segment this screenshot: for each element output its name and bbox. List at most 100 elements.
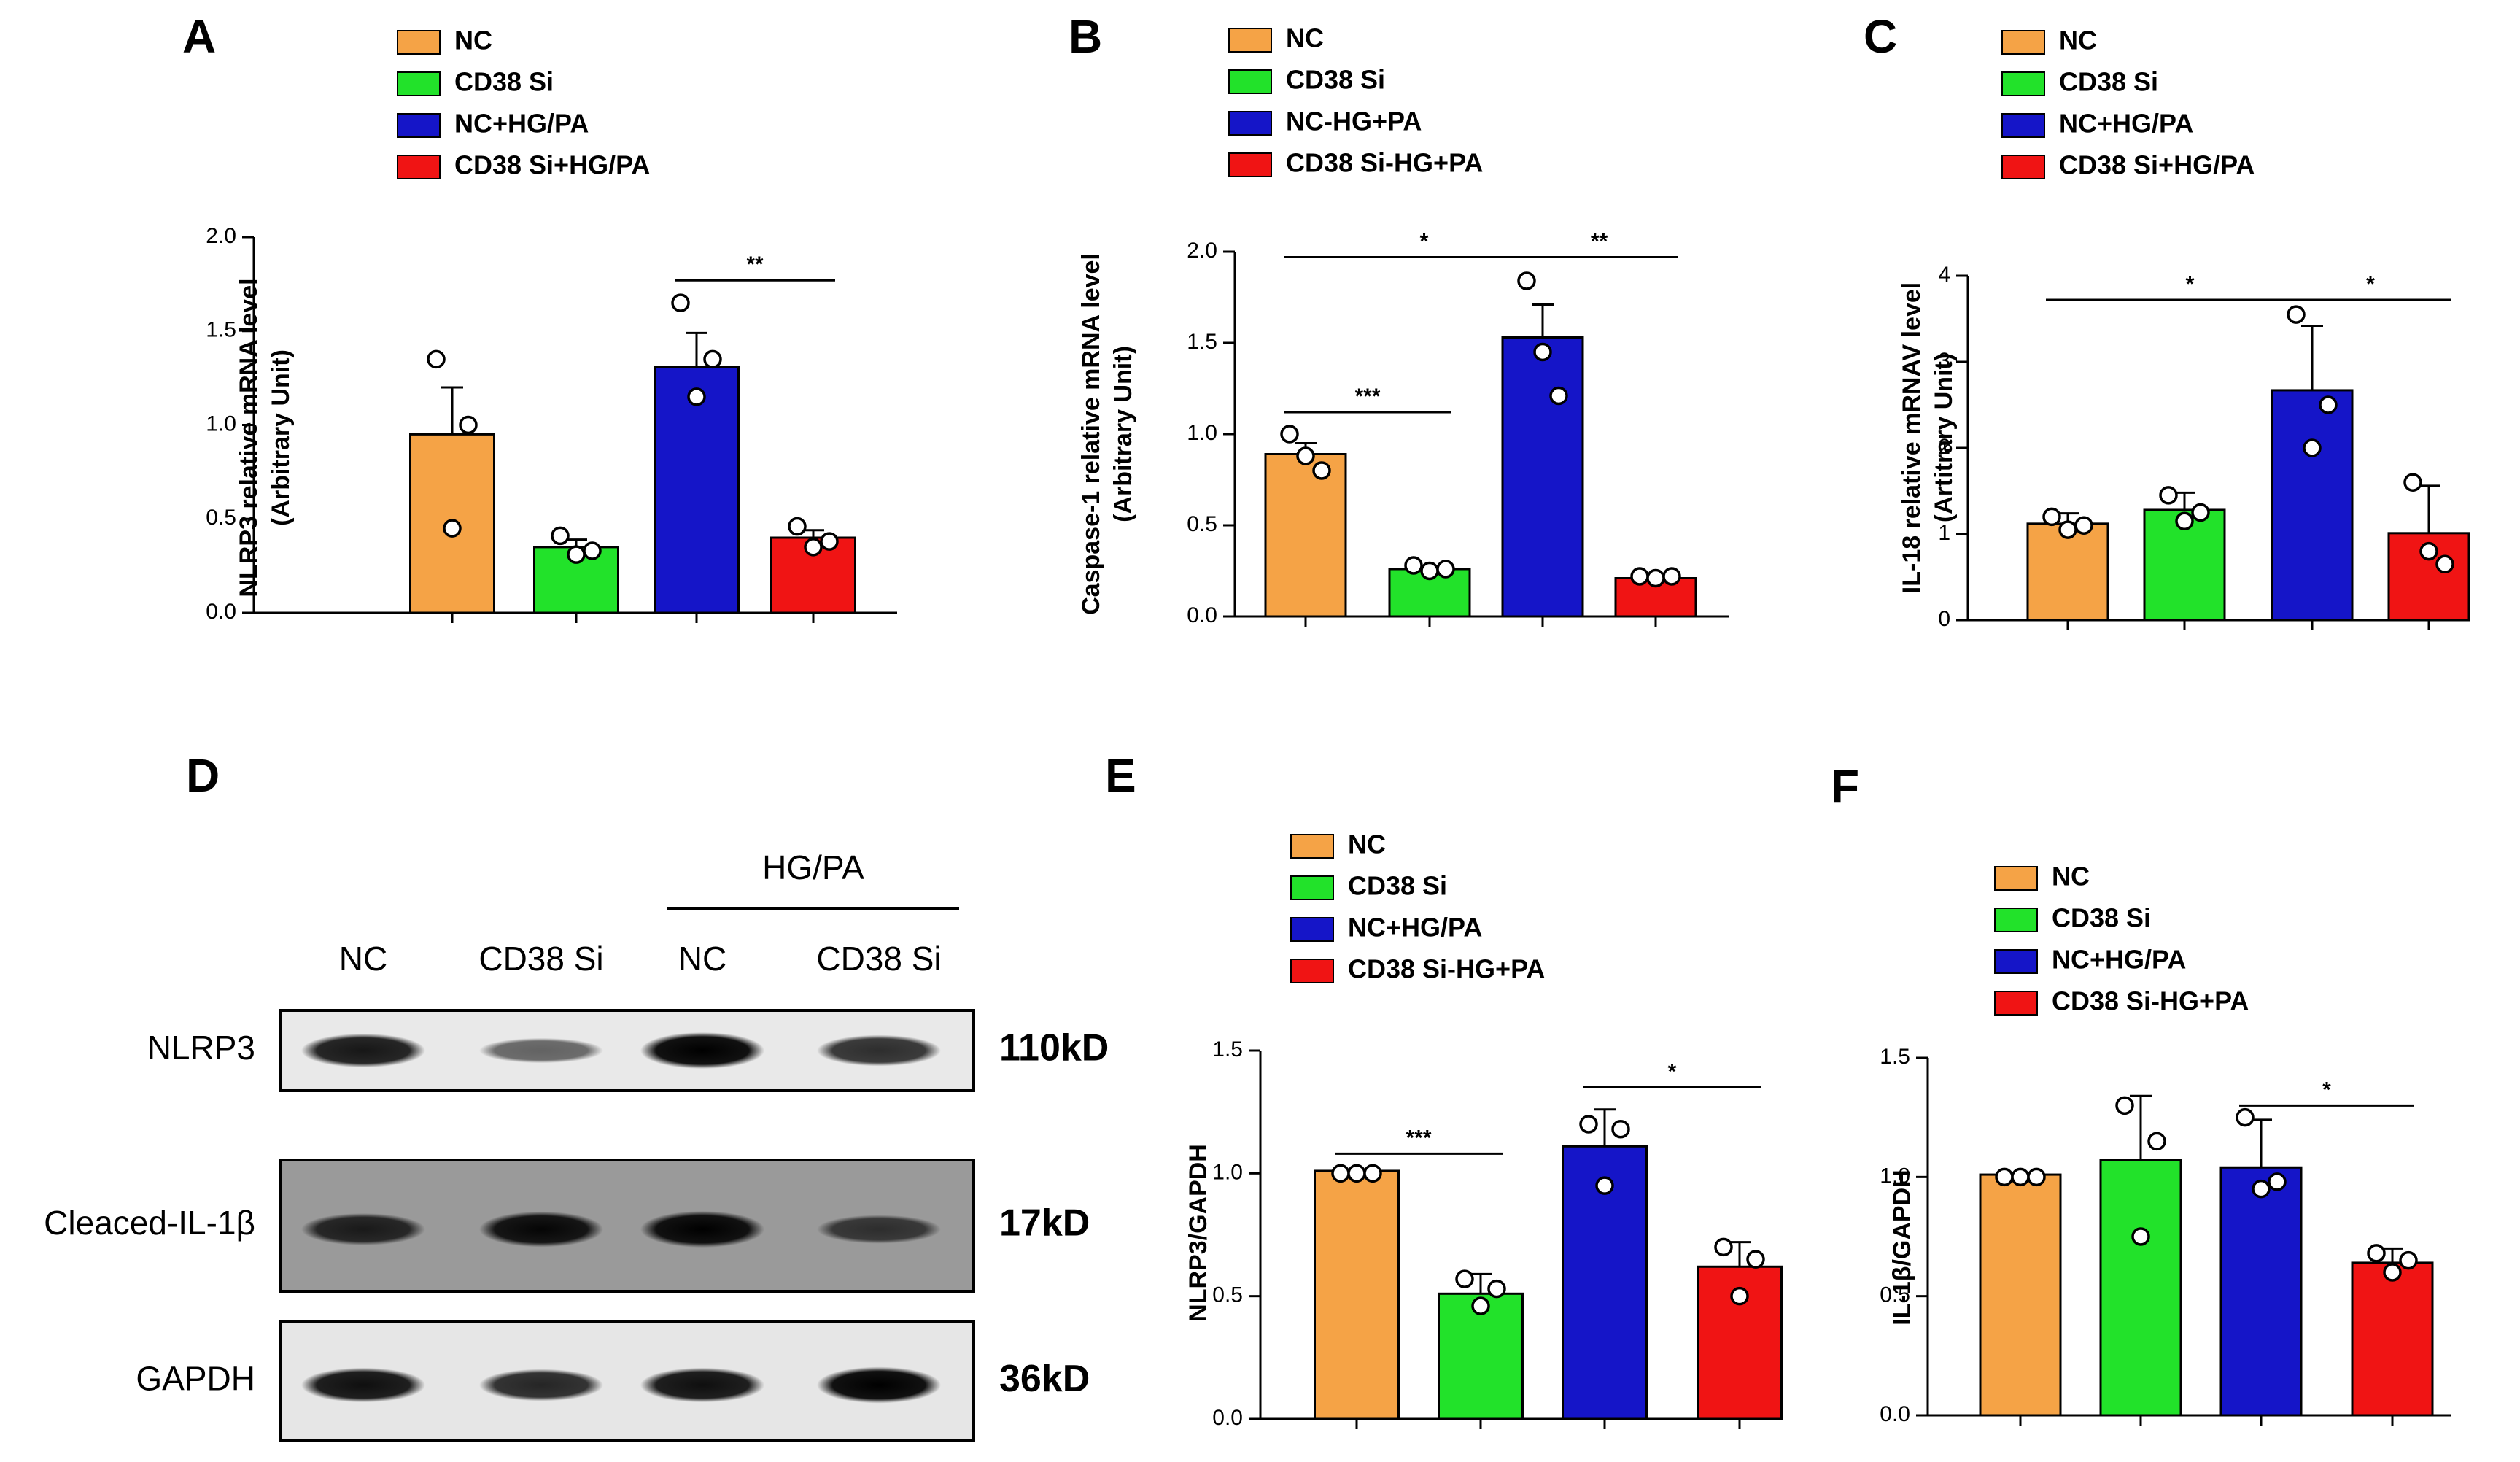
panel-label: F [1831, 760, 1859, 813]
y-tick-label: 2.0 [206, 224, 236, 248]
data-point [1646, 568, 1665, 588]
bar-2 [2219, 1166, 2303, 1417]
significance-label: * [2322, 1078, 2331, 1102]
data-point [1730, 1286, 1749, 1306]
significance-label: *** [1406, 1126, 1431, 1150]
y-tick-label: 1.0 [1880, 1164, 1910, 1188]
y-tick-label: 0.5 [1880, 1283, 1910, 1307]
blot-size-label: 110kD [999, 1027, 1109, 1070]
data-point [1436, 560, 1455, 579]
legend-swatch [1994, 949, 2038, 974]
treatment-label: HG/PA [762, 848, 864, 886]
bar-3 [2387, 532, 2470, 622]
y-axis-label: Caspase-1 relative mRNA level [1077, 253, 1105, 615]
data-point [1714, 1237, 1733, 1257]
significance-label: * [1420, 230, 1429, 254]
blot-band [640, 1367, 764, 1403]
data-point [2319, 395, 2338, 414]
legend-label: NC+HG/PA [1348, 913, 1482, 943]
legend-swatch [1290, 959, 1334, 983]
y-tick-label: 1.0 [1187, 421, 1217, 445]
legend-swatch [2001, 30, 2045, 55]
data-point [2419, 541, 2438, 561]
data-point [1517, 271, 1536, 290]
legend-label: CD38 Si [2052, 903, 2151, 933]
significance-label: ** [1591, 230, 1608, 254]
legend-label: CD38 Si [2059, 67, 2158, 97]
significance-label: ** [746, 252, 764, 276]
data-point [583, 541, 602, 560]
data-point [671, 293, 690, 312]
chart-panel-f: F NC CD38 Si NC+HG/PA CD38 Si-HG+PA 0.0 0.5 1.0… [1831, 760, 2451, 1426]
panel-label: D [186, 749, 220, 802]
data-point [2115, 1096, 2134, 1115]
panel-label: B [1069, 10, 1102, 63]
data-point [1595, 1176, 1614, 1195]
y-tick-label: 1.5 [1880, 1045, 1910, 1069]
legend-swatch [1228, 152, 1272, 177]
data-point [1995, 1167, 2014, 1187]
data-point [820, 532, 839, 551]
legend-label: CD38 Si-HG+PA [2052, 986, 2249, 1016]
chart-panel-c: C NC CD38 Si NC+HG/PA CD38 Si+HG/PA 0 1 2 3 4 IL-1… [1864, 10, 2470, 631]
data-point [2027, 1167, 2046, 1187]
legend-swatch [2001, 71, 2045, 96]
panel-label: A [182, 10, 216, 63]
y-axis-label: (Arbitrary Unit) [1109, 346, 1137, 522]
legend-swatch [1994, 908, 2038, 932]
data-point [687, 387, 706, 406]
data-point [2435, 554, 2454, 574]
y-tick-label: 0.5 [1212, 1283, 1243, 1307]
chart-panels: A NC CD38 Si NC+HG/PA CD38 Si+HG/PA 0.0 0.5 1.0… [182, 10, 2470, 1430]
y-axis-label: NLRP3 relative mRNA level [235, 278, 263, 597]
y-tick-label: 4 [1938, 263, 1950, 287]
chart-panel-e: E NC CD38 Si NC+HG/PA CD38 Si-HG+PA 0.0 0.5 1.0… [1105, 749, 1783, 1430]
legend-label: CD38 Si+HG/PA [454, 150, 650, 180]
bar-1 [2099, 1159, 2182, 1417]
data-point [1471, 1296, 1490, 1315]
legend-label: CD38 Si-HG+PA [1348, 954, 1545, 984]
data-point [1579, 1115, 1598, 1134]
blot-band [301, 1213, 425, 1245]
data-point [2287, 305, 2306, 324]
blot-band [817, 1034, 941, 1067]
blot-size-label: 17kD [999, 1202, 1090, 1245]
blot-band [479, 1211, 603, 1248]
blot-band [479, 1369, 603, 1401]
bar-3 [2351, 1261, 2434, 1417]
y-tick-label: 0.5 [1187, 512, 1217, 536]
data-point [1533, 342, 1552, 362]
y-axis-label: (Artitrary Unit) [1930, 353, 1958, 522]
y-axis-label: IL-1β/GAPDH [1888, 1169, 1916, 1325]
bar-0 [2026, 522, 2109, 622]
western-blot-panel: D HG/PA NC CD38 Si NC CD38 Si NLRP3 110kD Cleace… [44, 749, 1109, 1442]
data-point [804, 538, 823, 557]
data-point [2042, 507, 2061, 527]
blot-band [817, 1215, 941, 1244]
data-point [1363, 1164, 1382, 1183]
panel-label: C [1864, 10, 1897, 63]
data-point [551, 526, 570, 546]
panel-label: E [1105, 749, 1136, 802]
blot-band [817, 1366, 941, 1404]
bar-2 [1501, 336, 1584, 618]
y-tick-label: 3 [1938, 349, 1950, 373]
legend-swatch [1994, 866, 2038, 891]
data-point [2191, 503, 2210, 522]
data-point [2303, 438, 2322, 457]
legend-swatch [1290, 834, 1334, 859]
legend-swatch [1290, 917, 1334, 942]
y-tick-label: 1 [1938, 521, 1950, 545]
data-point [2403, 473, 2422, 492]
blot-band [479, 1037, 603, 1064]
data-point [1455, 1269, 1474, 1288]
y-tick-label: 2 [1938, 435, 1950, 459]
data-point [2175, 511, 2194, 531]
data-point [1280, 425, 1299, 444]
legend-swatch [2001, 155, 2045, 179]
blot-size-label: 36kD [999, 1358, 1090, 1400]
blot-band [640, 1211, 764, 1248]
significance-label: *** [1354, 384, 1380, 409]
legend-swatch [397, 30, 441, 55]
